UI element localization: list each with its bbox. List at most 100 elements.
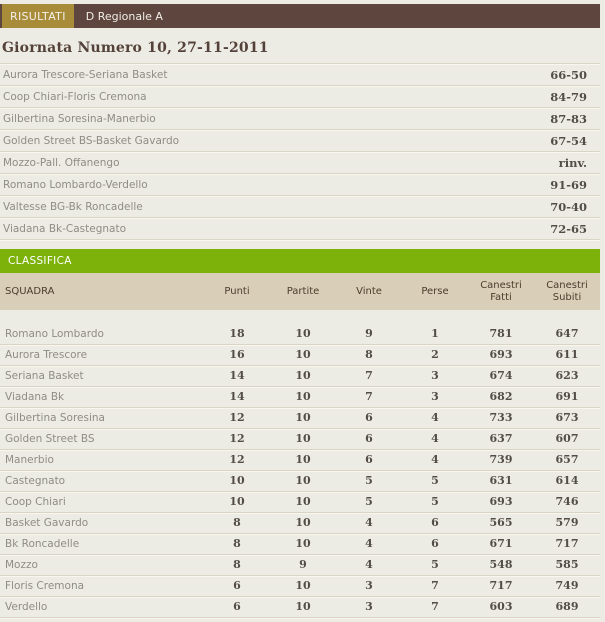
canestri-fatti-cell: 637 [489, 432, 513, 445]
punti-cell: 16 [229, 348, 245, 361]
partite-cell: 10 [295, 411, 311, 424]
match-score: 66-50 [550, 67, 587, 82]
match-teams: Gilbertina Soresina-Manerbio [3, 112, 156, 125]
punti-cell: 8 [233, 537, 241, 550]
match-score: rinv. [558, 155, 587, 170]
canestri-fatti-cell: 682 [489, 390, 513, 403]
perse-cell: 5 [431, 495, 439, 508]
punti-cell: 10 [229, 474, 245, 487]
team-name-cell: Manerbio [5, 454, 54, 466]
match-teams: Aurora Trescore-Seriana Basket [3, 68, 168, 81]
canestri-subiti-cell: 585 [555, 558, 579, 571]
canestri-subiti-cell: 749 [555, 579, 579, 592]
vinte-cell: 4 [365, 516, 373, 529]
table-row: Viadana Bk 14 10 7 3 682 691 [0, 387, 600, 408]
partite-cell: 10 [295, 516, 311, 529]
canestri-subiti-cell: 607 [555, 432, 579, 445]
canestri-subiti-cell: 611 [555, 348, 579, 361]
column-header-vinte: Vinte [356, 285, 382, 297]
match-teams: Romano Lombardo-Verdello [3, 178, 148, 191]
perse-cell: 4 [431, 432, 439, 445]
table-row: Aurora Trescore 16 10 8 2 693 611 [0, 345, 600, 366]
perse-cell: 4 [431, 411, 439, 424]
perse-cell: 3 [431, 369, 439, 382]
table-row: Coop Chiari 10 10 5 5 693 746 [0, 492, 600, 513]
column-header-punti: Punti [224, 285, 250, 297]
punti-cell: 14 [229, 369, 245, 382]
canestri-fatti-cell: 631 [489, 474, 513, 487]
canestri-subiti-cell: 673 [555, 411, 579, 424]
vinte-cell: 7 [365, 369, 373, 382]
punti-cell: 10 [229, 495, 245, 508]
canestri-subiti-cell: 746 [555, 495, 579, 508]
match-score: 72-65 [550, 221, 587, 236]
canestri-fatti-cell: 739 [489, 453, 513, 466]
vinte-cell: 9 [365, 327, 373, 340]
header-bar: RISULTATI D Regionale A [0, 4, 600, 28]
perse-cell: 6 [431, 537, 439, 550]
team-name-cell: Mozzo [5, 559, 38, 571]
vinte-cell: 6 [365, 453, 373, 466]
vinte-cell: 5 [365, 495, 373, 508]
table-row: Romano Lombardo 18 10 9 1 781 647 [0, 324, 600, 345]
team-name-cell: Basket Gavardo [5, 517, 89, 529]
partite-cell: 10 [295, 327, 311, 340]
canestri-fatti-cell: 693 [489, 348, 513, 361]
canestri-fatti-cell: 548 [489, 558, 513, 571]
punti-cell: 8 [233, 558, 241, 571]
column-header-partite: Partite [286, 285, 320, 297]
partite-cell: 10 [295, 369, 311, 382]
partite-cell: 10 [295, 495, 311, 508]
partite-cell: 10 [295, 579, 311, 592]
table-row: Bk Roncadelle 8 10 4 6 671 717 [0, 534, 600, 555]
canestri-fatti-cell: 733 [489, 411, 513, 424]
perse-cell: 7 [431, 600, 439, 613]
canestri-subiti-cell: 691 [555, 390, 579, 403]
perse-cell: 2 [431, 348, 439, 361]
column-header-squadra: SQUADRA [5, 286, 55, 297]
result-row: Coop Chiari-Floris Cremona 84-79 [0, 86, 600, 108]
table-row: Gilbertina Soresina 12 10 6 4 733 673 [0, 408, 600, 429]
perse-cell: 5 [431, 474, 439, 487]
table-row: Manerbio 12 10 6 4 739 657 [0, 450, 600, 471]
perse-cell: 3 [431, 390, 439, 403]
partite-cell: 10 [295, 474, 311, 487]
vinte-cell: 7 [365, 390, 373, 403]
punti-cell: 12 [229, 432, 245, 445]
punti-cell: 6 [233, 579, 241, 592]
partite-cell: 10 [295, 453, 311, 466]
vinte-cell: 4 [365, 537, 373, 550]
tab-risultati[interactable]: RISULTATI [2, 4, 74, 28]
match-score: 87-83 [550, 111, 587, 126]
punti-cell: 14 [229, 390, 245, 403]
match-score: 67-54 [550, 133, 587, 148]
team-name-cell: Verdello [5, 601, 48, 613]
canestri-fatti-cell: 781 [489, 327, 513, 340]
result-row: Gilbertina Soresina-Manerbio 87-83 [0, 108, 600, 130]
canestri-fatti-cell: 693 [489, 495, 513, 508]
tab-d-regionale-a[interactable]: D Regionale A [85, 9, 163, 23]
table-row: Basket Gavardo 8 10 4 6 565 579 [0, 513, 600, 534]
canestri-subiti-cell: 614 [555, 474, 579, 487]
team-name-cell: Castegnato [5, 475, 66, 487]
vinte-cell: 5 [365, 474, 373, 487]
team-name-cell: Romano Lombardo [5, 328, 104, 340]
table-row: Golden Street BS 12 10 6 4 637 607 [0, 429, 600, 450]
partite-cell: 10 [295, 537, 311, 550]
vinte-cell: 4 [365, 558, 373, 571]
canestri-fatti-cell: 674 [489, 369, 513, 382]
team-name-cell: Golden Street BS [5, 433, 95, 445]
punti-cell: 18 [229, 327, 245, 340]
perse-cell: 7 [431, 579, 439, 592]
table-row: Floris Cremona 6 10 3 7 717 749 [0, 576, 600, 597]
punti-cell: 8 [233, 516, 241, 529]
canestri-subiti-cell: 579 [555, 516, 579, 529]
standings-header-row: SQUADRA Punti Partite Vinte Perse Canest… [0, 273, 600, 310]
vinte-cell: 6 [365, 411, 373, 424]
team-name-cell: Bk Roncadelle [5, 538, 80, 550]
partite-cell: 10 [295, 348, 311, 361]
table-row: Castegnato 10 10 5 5 631 614 [0, 471, 600, 492]
canestri-fatti-cell: 603 [489, 600, 513, 613]
column-header-perse: Perse [421, 285, 449, 297]
giornata-title: Giornata Numero 10, 27-11-2011 [2, 40, 269, 56]
